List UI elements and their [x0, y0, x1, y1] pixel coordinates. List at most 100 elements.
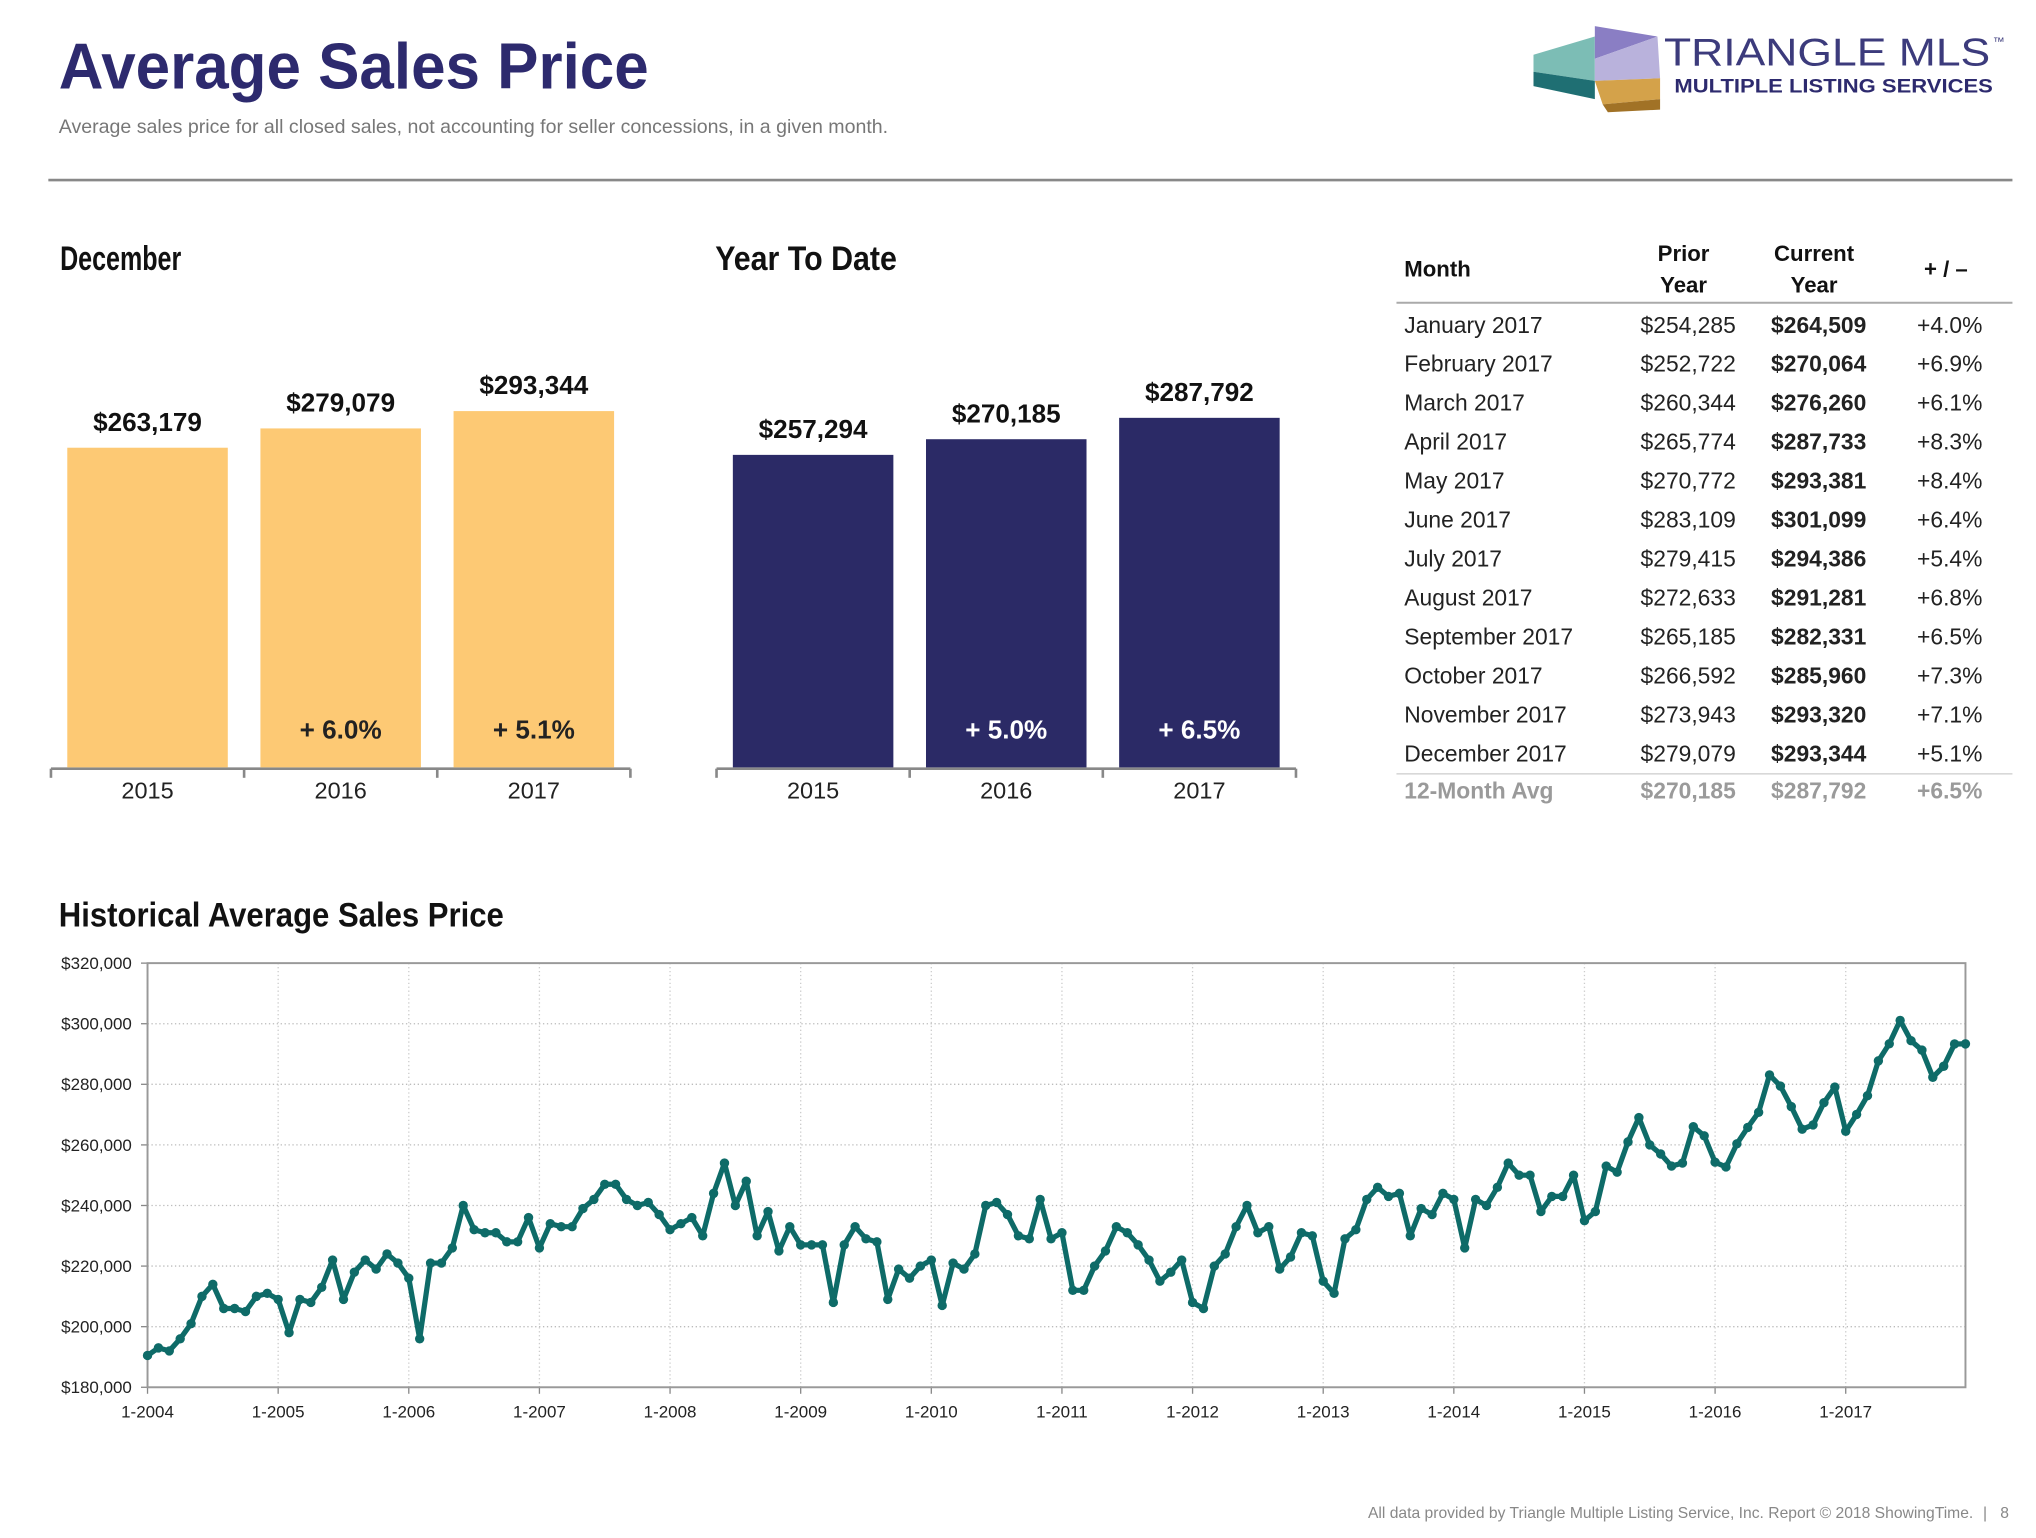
table-cell: $270,772: [1641, 468, 1736, 494]
table-header: Year: [1791, 272, 1838, 297]
data-point: [795, 1240, 806, 1250]
data-point: [349, 1267, 360, 1277]
data-point: [1579, 1215, 1590, 1226]
change-label: + 6.5%: [1158, 715, 1240, 745]
x-tick-label: 1-2005: [252, 1402, 305, 1421]
data-point: [327, 1255, 338, 1265]
data-point: [317, 1282, 327, 1292]
data-point: [523, 1212, 534, 1223]
data-point: [295, 1294, 305, 1305]
table-cell: $272,633: [1641, 584, 1736, 610]
data-point: [1612, 1167, 1622, 1177]
data-point: [436, 1258, 447, 1268]
data-point: [1351, 1225, 1361, 1235]
data-point: [1122, 1228, 1132, 1238]
table-cell: +6.5%: [1917, 623, 1982, 649]
data-point: [1274, 1264, 1285, 1274]
table-cell: October 2017: [1404, 662, 1542, 688]
table-summary-cell: 12-Month Avg: [1404, 778, 1553, 804]
data-point: [1449, 1194, 1459, 1205]
data-point: [926, 1255, 937, 1265]
data-point: [1514, 1170, 1524, 1180]
data-point: [991, 1197, 1002, 1208]
plot-frame: [146, 962, 1967, 1389]
x-tick-label: 1-2012: [1166, 1402, 1219, 1421]
footer-text: All data provided by Triangle Multiple L…: [1368, 1505, 1973, 1522]
data-point: [1503, 1158, 1513, 1168]
bar: [732, 454, 894, 768]
data-point: [229, 1303, 240, 1314]
data-point: [1623, 1137, 1633, 1147]
data-point: [1492, 1182, 1503, 1193]
value-label: $263,179: [93, 407, 202, 437]
data-point: [262, 1288, 272, 1299]
data-point: [1938, 1061, 1949, 1071]
table-cell: +4.0%: [1917, 312, 1982, 338]
table-cell: +6.8%: [1917, 584, 1982, 610]
x-tick-label: 2016: [315, 778, 367, 804]
x-tick-label: 1-2011: [1036, 1402, 1088, 1421]
table-summary-cell: $287,792: [1771, 778, 1866, 804]
logo-trademark: ™: [1993, 36, 2005, 49]
value-label: $293,344: [479, 370, 588, 400]
data-point: [338, 1294, 349, 1305]
table-cell: +8.3%: [1917, 429, 1982, 455]
table-summary-cell: $270,185: [1641, 778, 1737, 804]
data-point: [502, 1237, 512, 1247]
table-cell: September 2017: [1404, 623, 1573, 649]
table-cell: +5.4%: [1917, 546, 1982, 572]
data-point: [643, 1197, 653, 1208]
x-tick-label: 1-2006: [382, 1402, 435, 1421]
table-header: Year: [1660, 272, 1707, 297]
data-point: [1481, 1200, 1492, 1211]
x-tick-label: 1-2007: [513, 1402, 566, 1421]
data-point: [306, 1297, 316, 1308]
data-point: [1470, 1194, 1481, 1205]
table-cell: February 2017: [1404, 351, 1552, 377]
table-header: Month: [1404, 257, 1470, 282]
data-point: [393, 1258, 403, 1268]
data-point: [360, 1255, 370, 1265]
data-point: [828, 1297, 839, 1308]
data-point: [1253, 1228, 1263, 1238]
data-point: [164, 1346, 175, 1356]
data-point: [1307, 1231, 1318, 1241]
data-point: [1176, 1255, 1187, 1265]
data-point: [1590, 1206, 1601, 1217]
data-point: [512, 1237, 523, 1247]
value-label: $287,792: [1145, 377, 1254, 407]
table-cell: $252,722: [1641, 351, 1736, 377]
table-cell: November 2017: [1404, 701, 1566, 727]
data-point: [752, 1231, 762, 1241]
logo-tagline: MULTIPLE LISTING SERVICES: [1674, 76, 1992, 98]
data-point: [534, 1243, 545, 1253]
data-point: [382, 1249, 392, 1259]
data-point: [654, 1209, 664, 1220]
y-tick-label: $320,000: [61, 954, 132, 973]
table-header: Prior: [1658, 241, 1710, 266]
data-point: [1340, 1234, 1350, 1244]
data-point: [556, 1222, 566, 1232]
table-cell: $276,260: [1771, 390, 1866, 416]
data-point: [708, 1188, 719, 1199]
table-cell: $273,943: [1641, 701, 1736, 727]
data-point: [1906, 1036, 1916, 1046]
data-point: [1405, 1231, 1415, 1241]
y-tick-label: $180,000: [61, 1378, 132, 1397]
data-point: [610, 1179, 621, 1189]
y-tick-label: $200,000: [61, 1318, 132, 1337]
data-point: [1666, 1161, 1677, 1171]
data-point: [719, 1158, 730, 1168]
bar: [453, 411, 615, 768]
data-point: [1100, 1246, 1111, 1256]
table-cell: +6.9%: [1917, 351, 1982, 377]
data-point: [730, 1200, 741, 1211]
data-point: [763, 1206, 773, 1217]
table-cell: $287,733: [1771, 429, 1866, 455]
data-point: [240, 1306, 251, 1317]
x-tick-label: 2016: [980, 778, 1032, 804]
data-point: [1601, 1161, 1611, 1171]
data-line: [146, 1017, 1966, 1358]
